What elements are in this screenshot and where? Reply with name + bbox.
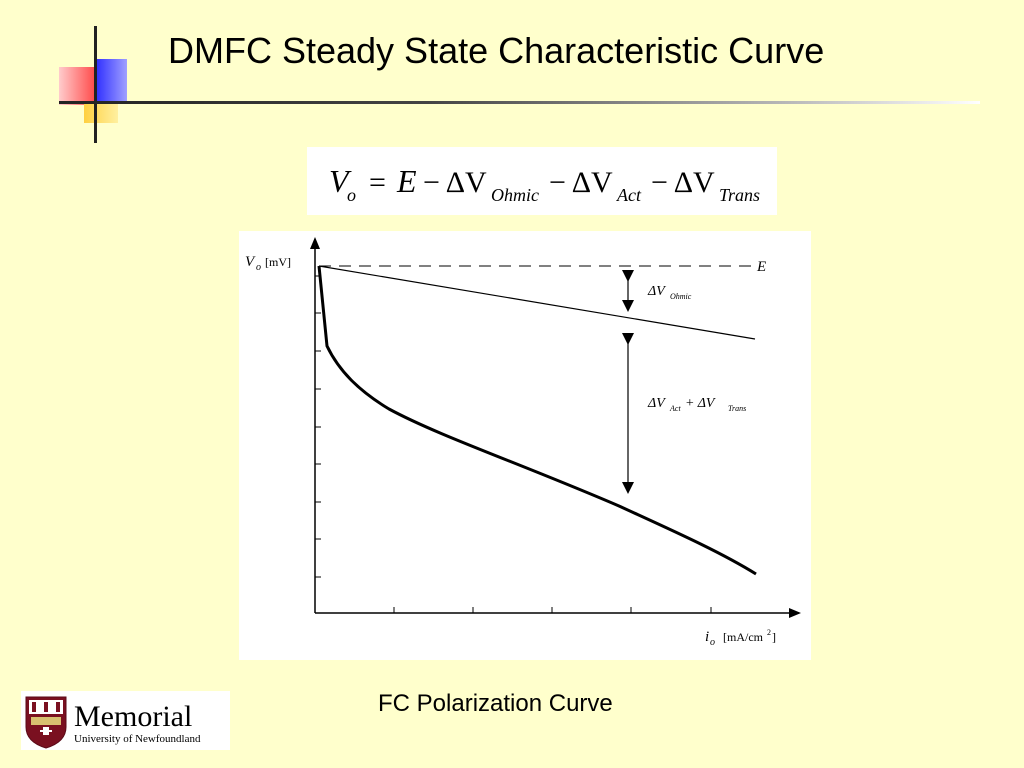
y-axis-arrowhead <box>310 237 320 249</box>
decor-blue-square <box>97 59 127 101</box>
act-trans-label-a-sub: Act <box>669 404 681 413</box>
x-axis-label-sub: o <box>710 637 715 648</box>
eq-lhs: V <box>329 163 352 199</box>
decor-red-square <box>59 67 97 105</box>
ohmic-label-sub: Ohmic <box>670 292 692 301</box>
y-ticks <box>315 275 321 578</box>
act-trans-label-a: ΔV <box>647 396 666 411</box>
eq-term3-sub: Trans <box>719 185 760 205</box>
eq-term2-main: − ΔV <box>549 166 613 199</box>
eq-term1-main: − ΔV <box>423 166 487 199</box>
e-label: E <box>756 259 766 275</box>
eq-E: E <box>396 163 417 199</box>
logo-name: Memorial <box>74 700 192 733</box>
decor-vertical-line <box>94 26 97 143</box>
logo-subtitle: University of Newfoundland <box>74 733 201 745</box>
x-axis-label: i <box>705 629 709 645</box>
eq-term3-main: − ΔV <box>651 166 715 199</box>
x-axis-unit-close: ] <box>772 630 776 644</box>
decor-horizontal-line <box>59 101 980 104</box>
crest-icon <box>25 696 67 749</box>
x-axis-unit: [mA/cm <box>723 630 764 644</box>
polarization-curve <box>317 265 757 576</box>
equation: V o = E − ΔV Ohmic − ΔV Act − ΔV Trans <box>329 163 760 205</box>
eq-equals: = <box>369 166 386 199</box>
act-trans-label-b-sub: Trans <box>728 404 746 413</box>
y-axis-label: V <box>245 254 256 270</box>
slide-title: DMFC Steady State Characteristic Curve <box>168 30 825 71</box>
logo-svg: Memorial University of Newfoundland <box>25 696 201 749</box>
x-axis-unit-sup: 2 <box>767 628 771 637</box>
eq-lhs-sub: o <box>347 185 356 205</box>
decor-yellow-square <box>84 101 118 123</box>
x-ticks <box>393 607 712 613</box>
equation-box: V o = E − ΔV Ohmic − ΔV Act − ΔV Trans <box>307 147 777 215</box>
y-axis-label-sub: o <box>256 262 261 273</box>
figure-caption: FC Polarization Curve <box>378 690 613 717</box>
y-axis-unit: [mV] <box>265 255 291 269</box>
memorial-university-logo: Memorial University of Newfoundland <box>21 691 230 750</box>
ohmic-loss-line <box>318 265 756 340</box>
ohmic-label: ΔV <box>647 284 666 299</box>
eq-term2-sub: Act <box>616 185 642 205</box>
act-trans-label-b: + ΔV <box>685 396 716 411</box>
x-axis-arrowhead <box>789 608 801 618</box>
eq-term1-sub: Ohmic <box>491 185 539 205</box>
polarization-svg: V o [mV] i o [mA/cm 2 ] E ΔV Ohmic ΔV Ac… <box>245 237 801 648</box>
polarization-diagram: V o [mV] i o [mA/cm 2 ] E ΔV Ohmic ΔV Ac… <box>239 231 811 660</box>
